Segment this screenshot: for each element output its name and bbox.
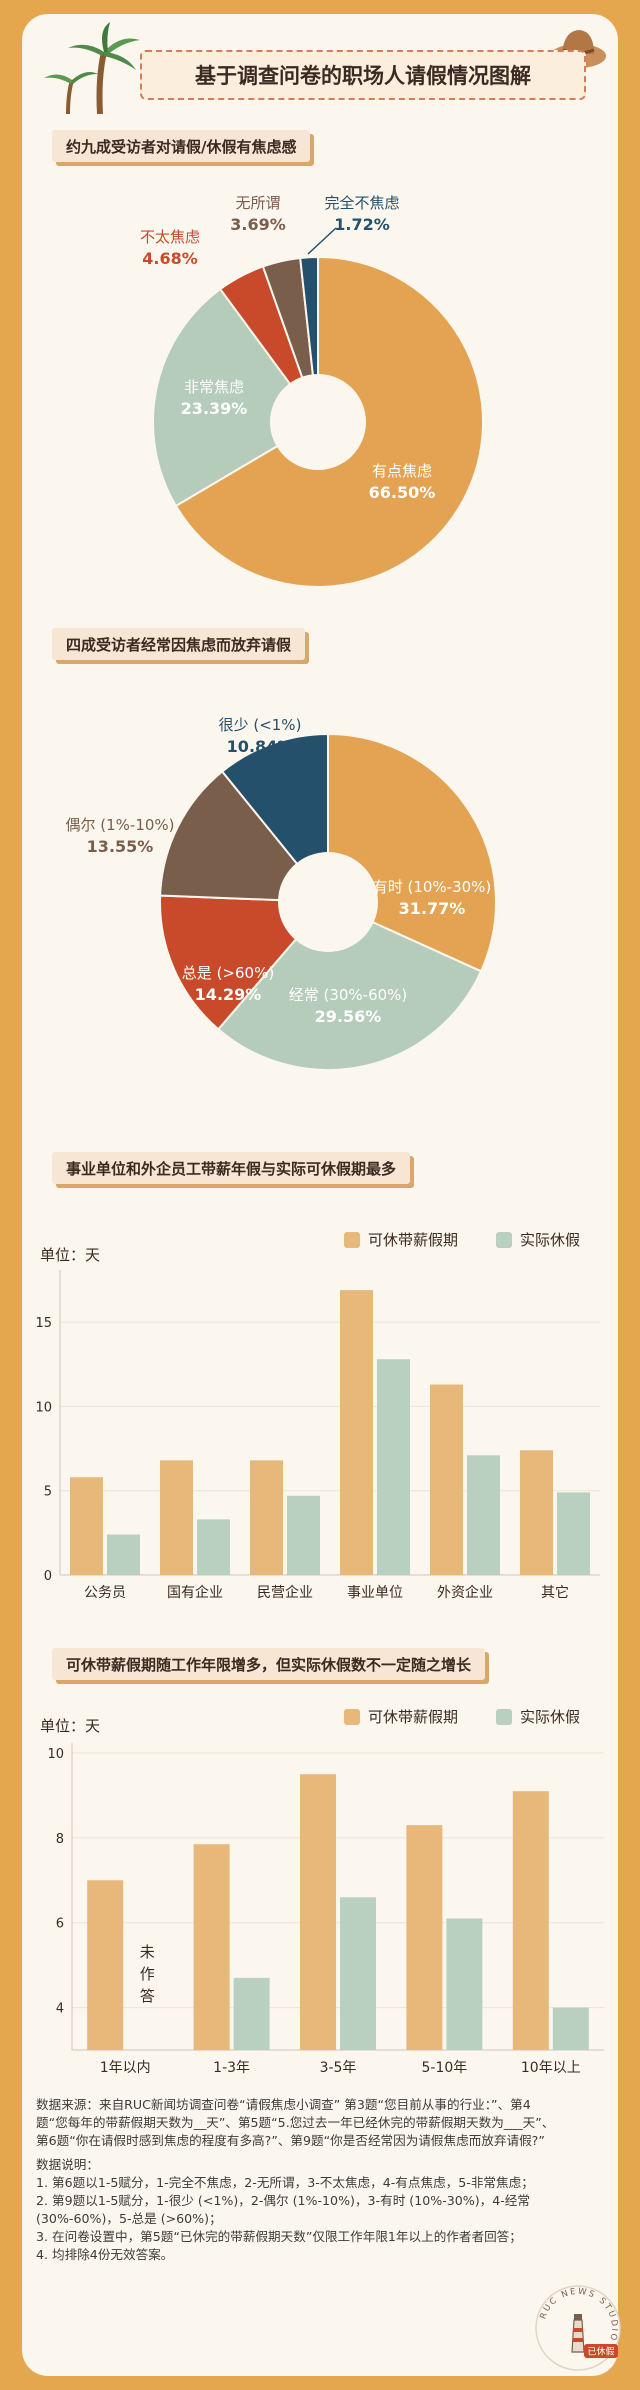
section-label-1: 约九成受访者对请假/休假有焦虑感 bbox=[52, 130, 311, 162]
slice-label: 很少 (<1%) bbox=[219, 716, 302, 734]
legend-swatch-2 bbox=[496, 1709, 512, 1725]
slice-value: 4.68% bbox=[142, 249, 198, 268]
ruc-news-studio-logo: RUC NEWS STUDIO 已休假 bbox=[535, 2285, 621, 2371]
no-answer-annotation: 答 bbox=[140, 1987, 155, 2005]
slice-value: 13.55% bbox=[87, 837, 154, 856]
section-label-4: 可休带薪假期随工作年限增多，但实际休假数不一定随之增长 bbox=[52, 1648, 486, 1680]
bar-paid-leave bbox=[87, 1880, 124, 2050]
slice-label: 非常焦虑 bbox=[184, 378, 244, 396]
bar-paid-leave bbox=[406, 1825, 443, 2050]
bar-paid-leave bbox=[300, 1774, 336, 2050]
note-item-1: 1. 第6题以1-5赋分，1-完全不焦虑，2-无所谓，3-不太焦虑，4-有点焦虑… bbox=[36, 2175, 534, 2190]
bar-actual-leave bbox=[287, 1495, 320, 1575]
bar-actual-leave bbox=[233, 1977, 270, 2050]
slice-label: 有点焦虑 bbox=[372, 462, 432, 480]
x-tick-label: 国有企业 bbox=[167, 1584, 223, 1601]
x-tick-label: 1年以内 bbox=[100, 2060, 151, 2075]
legend-label-2: 实际休假 bbox=[520, 1708, 580, 1726]
slice-label: 总是 (>60%) bbox=[182, 964, 274, 982]
y-tick-label: 6 bbox=[56, 1917, 64, 1932]
bar-paid-leave bbox=[520, 1450, 553, 1575]
x-tick-label: 其它 bbox=[541, 1584, 569, 1601]
legend-swatch-2 bbox=[496, 1232, 512, 1248]
x-tick-label: 3-5年 bbox=[320, 2060, 357, 2075]
slice-label: 无所谓 bbox=[235, 194, 280, 212]
y-tick-label: 5 bbox=[44, 1485, 52, 1500]
bar-paid-leave bbox=[340, 1290, 373, 1575]
logo-badge: 已休假 bbox=[587, 2346, 614, 2358]
note-item-3: 3. 在问卷设置中，第5题“已休完的带薪假期天数”仅限工作年限1年以上的作者者回… bbox=[36, 2229, 522, 2244]
slice-value: 3.69% bbox=[230, 215, 286, 234]
y-tick-label: 8 bbox=[56, 1832, 64, 1847]
slice-label: 完全不焦虑 bbox=[324, 194, 399, 212]
section-label-3: 事业单位和外企员工带薪年假与实际可休假期最多 bbox=[52, 1152, 411, 1184]
pie-slice-2 bbox=[216, 900, 483, 1071]
bar-actual-leave bbox=[197, 1519, 230, 1575]
slice-value: 23.39% bbox=[181, 399, 248, 418]
give-up-donut-chart: 有时 (10%-30%) 31.77% 经常 (30%-60%) 29.56% 总是 (… bbox=[65, 716, 497, 1071]
leader-line bbox=[307, 227, 337, 255]
section-label-2: 四成受访者经常因焦虑而放弃请假 bbox=[52, 628, 306, 660]
no-answer-annotation: 未 bbox=[140, 1943, 155, 1961]
bar-paid-leave bbox=[193, 1844, 230, 2050]
bar-paid-leave bbox=[512, 1791, 549, 2050]
legend-swatch-1 bbox=[344, 1232, 360, 1248]
industry-bar-chart: 单位：天 可休带薪假期 实际休假 0 5 10 15 公务员 国有企业 民营企业 事业单位 外资企业 其… bbox=[35, 1231, 600, 1601]
donut-hole bbox=[270, 374, 366, 470]
bar-actual-leave bbox=[446, 1918, 483, 2050]
tenure-bar-chart: 单位：天 可休带薪假期 实际休假 4 6 8 10 1年以内 1-3年 3-5年 5-10年 10年以… bbox=[40, 1708, 604, 2075]
bar-paid-leave bbox=[160, 1460, 193, 1575]
slice-value: 31.77% bbox=[399, 899, 466, 918]
y-tick-label: 15 bbox=[35, 1316, 52, 1331]
bar-paid-leave bbox=[250, 1460, 283, 1575]
source-note: 数据来源：来自RUC新闻坊调查问卷“请假焦虑小调查” 第3题“您目前从事的行业：… bbox=[36, 2097, 555, 2148]
palm-tree-icon bbox=[44, 22, 140, 115]
data-notes: 数据来源：来自RUC新闻坊调查问卷“请假焦虑小调查” 第3题“您目前从事的行业：… bbox=[36, 2096, 556, 2264]
note-item-2: 2. 第9题以1-5赋分，1-很少 (<1%)，2-偶尔 (1%-10%)，3-… bbox=[36, 2193, 530, 2226]
slice-value: 14.29% bbox=[195, 985, 262, 1004]
slice-value: 66.50% bbox=[369, 483, 436, 502]
y-tick-label: 10 bbox=[35, 1400, 52, 1415]
x-tick-label: 5-10年 bbox=[422, 2060, 468, 2075]
x-tick-label: 外资企业 bbox=[437, 1584, 493, 1601]
y-tick-label: 0 bbox=[44, 1569, 52, 1584]
x-tick-label: 民营企业 bbox=[257, 1584, 313, 1601]
no-answer-annotation: 作 bbox=[140, 1965, 155, 1983]
bar-actual-leave bbox=[557, 1492, 590, 1575]
pie-slice-2 bbox=[152, 287, 320, 508]
bar-paid-leave bbox=[430, 1384, 463, 1575]
x-tick-label: 10年以上 bbox=[521, 2060, 581, 2075]
legend-swatch-1 bbox=[344, 1709, 360, 1725]
bar-actual-leave bbox=[107, 1534, 140, 1575]
legend-label-1: 可休带薪假期 bbox=[368, 1708, 458, 1726]
donut-hole bbox=[278, 852, 378, 952]
x-tick-label: 1-3年 bbox=[213, 2060, 250, 2075]
bar-actual-leave bbox=[377, 1359, 410, 1575]
pie-slice-4 bbox=[159, 770, 331, 904]
bar-paid-leave bbox=[70, 1477, 103, 1575]
slice-value: 29.56% bbox=[315, 1007, 382, 1026]
x-tick-label: 事业单位 bbox=[347, 1585, 403, 1601]
y-tick-label: 10 bbox=[47, 1747, 64, 1762]
slice-label: 偶尔 (1%-10%) bbox=[65, 816, 174, 834]
slice-label: 有时 (10%-30%) bbox=[373, 878, 492, 896]
legend-label-2: 实际休假 bbox=[520, 1231, 580, 1249]
unit-label: 单位：天 bbox=[40, 1717, 100, 1735]
slice-label: 不太焦虑 bbox=[140, 228, 200, 246]
page-title-box: 基于调查问卷的职场人请假情况图解 bbox=[140, 50, 586, 100]
unit-label: 单位：天 bbox=[40, 1246, 100, 1264]
page-title: 基于调查问卷的职场人请假情况图解 bbox=[195, 64, 531, 88]
slice-value: 10.84% bbox=[227, 737, 294, 756]
bar-actual-leave bbox=[552, 2007, 589, 2050]
y-tick-label: 4 bbox=[56, 2002, 64, 2017]
slice-label: 经常 (30%-60%) bbox=[289, 986, 408, 1004]
notes-heading: 数据说明： bbox=[36, 2157, 99, 2172]
note-item-4: 4. 均排除4份无效答案。 bbox=[36, 2247, 174, 2262]
bar-actual-leave bbox=[467, 1455, 500, 1575]
slice-value: 1.72% bbox=[334, 215, 390, 234]
anxiety-donut-chart: 有点焦虑 66.50% 非常焦虑 23.39% 不太焦虑 4.68% 无所谓 3.69% 完全不… bbox=[140, 194, 484, 588]
legend-label-1: 可休带薪假期 bbox=[368, 1231, 458, 1249]
bar-actual-leave bbox=[340, 1897, 376, 2050]
x-tick-label: 公务员 bbox=[84, 1585, 126, 1601]
